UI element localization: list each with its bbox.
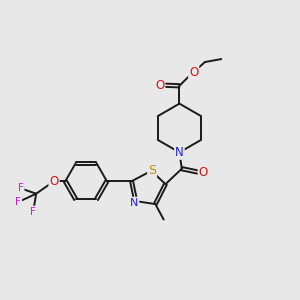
Text: F: F: [30, 206, 36, 217]
Text: F: F: [18, 183, 24, 193]
Text: O: O: [50, 175, 58, 188]
Text: O: O: [189, 66, 198, 79]
Text: N: N: [130, 198, 138, 208]
Text: O: O: [199, 166, 208, 179]
Text: S: S: [148, 164, 156, 177]
Text: O: O: [155, 79, 164, 92]
Text: N: N: [175, 146, 184, 159]
Text: F: F: [15, 197, 21, 207]
